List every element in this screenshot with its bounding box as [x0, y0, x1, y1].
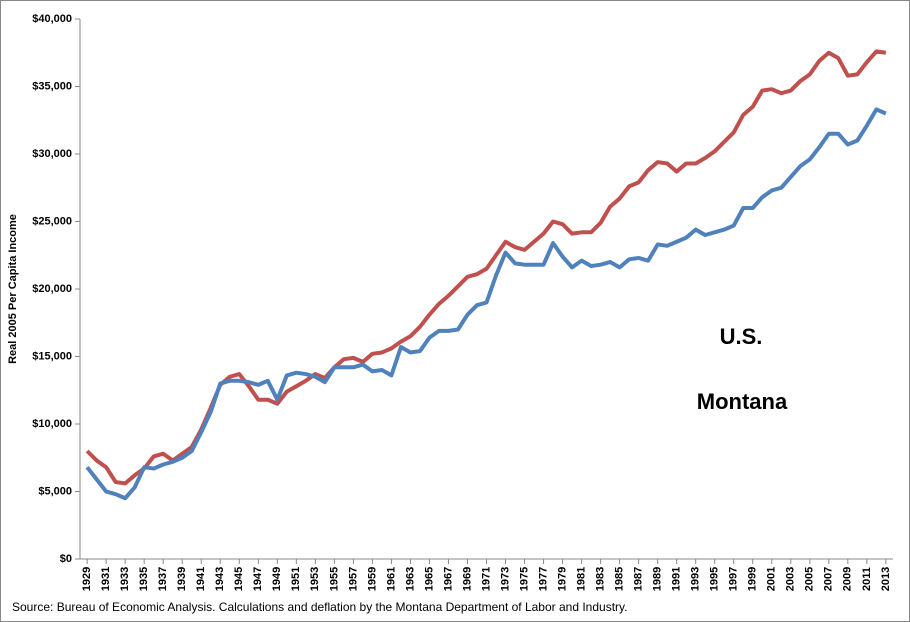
legend-label: Montana — [697, 389, 788, 414]
x-tick-label: 1939 — [176, 567, 188, 591]
x-tick-label: 1951 — [290, 567, 302, 591]
x-tick-label: 1969 — [461, 567, 473, 591]
y-tick-label: $30,000 — [32, 148, 72, 160]
x-tick-label: 1955 — [328, 567, 340, 591]
source-note: Source: Bureau of Economic Analysis. Cal… — [12, 600, 627, 614]
x-tick-label: 1981 — [575, 567, 587, 591]
x-tick-label: 1995 — [709, 567, 721, 591]
x-tick-label: 2011 — [861, 567, 873, 591]
y-tick-label: $40,000 — [32, 13, 72, 25]
x-tick-label: 1963 — [404, 567, 416, 591]
x-tick-label: 1937 — [157, 567, 169, 591]
x-tick-label: 1945 — [233, 567, 245, 591]
x-tick-label: 1949 — [271, 567, 283, 591]
x-tick-label: 1991 — [671, 567, 683, 591]
x-tick-label: 1947 — [252, 567, 264, 591]
legend-label: U.S. — [720, 324, 763, 349]
x-tick-label: 1997 — [728, 567, 740, 591]
x-tick-label: 1989 — [652, 567, 664, 591]
series-line — [85, 107, 887, 501]
y-tick-label: $15,000 — [32, 350, 72, 362]
x-tick-label: 1987 — [633, 567, 645, 591]
x-tick-label: 1999 — [747, 567, 759, 591]
x-tick-label: 1953 — [309, 567, 321, 591]
x-tick-label: 1931 — [100, 567, 112, 591]
x-tick-label: 1935 — [138, 567, 150, 591]
x-tick-label: 1943 — [214, 567, 226, 591]
x-tick-label: 2001 — [766, 567, 778, 591]
y-tick-label: $20,000 — [32, 283, 72, 295]
x-tick-label: 1965 — [423, 567, 435, 591]
x-tick-label: 2013 — [880, 567, 892, 591]
y-tick-label: $0 — [60, 553, 72, 565]
x-tick-label: 1971 — [480, 567, 492, 591]
x-tick-label: 2007 — [823, 567, 835, 591]
x-tick-label: 1929 — [81, 567, 93, 591]
x-tick-label: 1967 — [442, 567, 454, 591]
x-tick-label: 1959 — [366, 567, 378, 591]
y-tick-label: $5,000 — [38, 485, 72, 497]
x-tick-label: 1973 — [499, 567, 511, 591]
y-tick-label: $35,000 — [32, 80, 72, 92]
y-tick-label: $25,000 — [32, 215, 72, 227]
x-tick-label: 2009 — [842, 567, 854, 591]
x-tick-label: 1985 — [614, 567, 626, 591]
x-tick-label: 1977 — [537, 567, 549, 591]
x-tick-label: 1983 — [595, 567, 607, 591]
x-tick-label: 1975 — [518, 567, 530, 591]
x-tick-label: 1941 — [195, 567, 207, 591]
y-axis-label: Real 2005 Per Capita Income — [7, 214, 19, 364]
x-tick-label: 2003 — [785, 567, 797, 591]
x-tick-label: 1961 — [385, 567, 397, 591]
y-tick-label: $10,000 — [32, 418, 72, 430]
x-tick-label: 1957 — [347, 567, 359, 591]
x-tick-label: 1979 — [556, 567, 568, 591]
x-tick-label: 1933 — [119, 567, 131, 591]
x-tick-label: 2005 — [804, 567, 816, 591]
x-tick-label: 1993 — [690, 567, 702, 591]
